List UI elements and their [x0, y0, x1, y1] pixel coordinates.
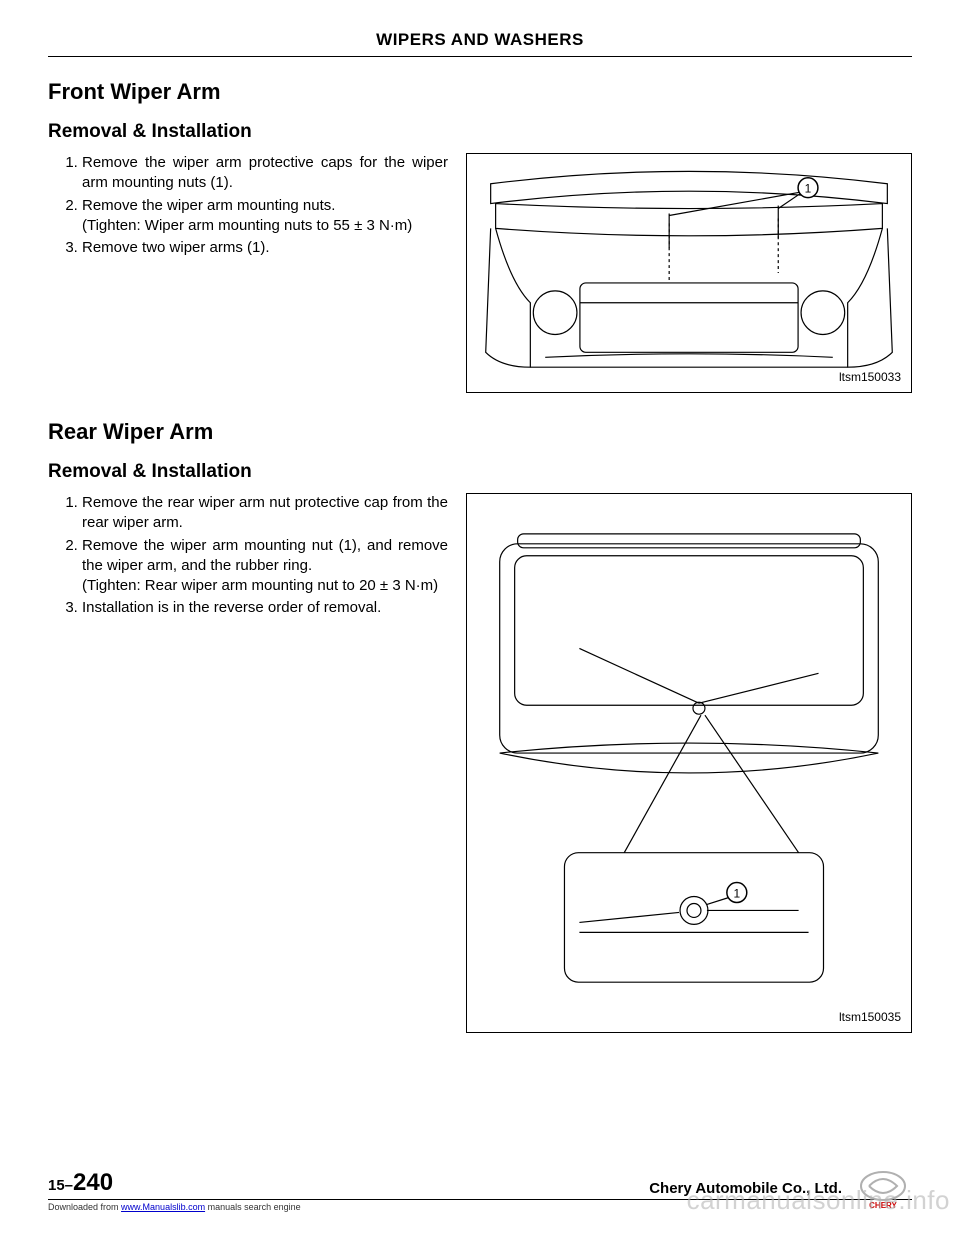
header-rule [48, 56, 912, 57]
figure-label: ltsm150035 [839, 1010, 901, 1024]
list-item: Remove the wiper arm mounting nut (1), a… [82, 536, 448, 597]
figure-engine-bay: 1 ltsm150033 [466, 153, 912, 393]
section2-title: Rear Wiper Arm [48, 419, 912, 445]
list-item: Remove two wiper arms (1). [82, 238, 448, 258]
section2-sub: Removal & Installation [48, 461, 912, 483]
section1-title: Front Wiper Arm [48, 79, 912, 105]
callout-1: 1 [734, 887, 741, 901]
list-item: Remove the wiper arm protective caps for… [82, 153, 448, 194]
section1-sub: Removal & Installation [48, 121, 912, 143]
page-number: 15–240 [48, 1169, 113, 1197]
list-item: Installation is in the reverse order of … [82, 598, 448, 618]
header-title: WIPERS AND WASHERS [48, 30, 912, 56]
figure-rear-wiper: 1 ltsm150035 [466, 493, 912, 1033]
list-item: Remove the wiper arm mounting nuts. (Tig… [82, 196, 448, 237]
manualslib-link[interactable]: www.Manualslib.com [121, 1202, 205, 1212]
watermark: carmanualsonline.info [687, 1185, 950, 1216]
section1-steps: Remove the wiper arm protective caps for… [48, 153, 448, 393]
list-item: Remove the rear wiper arm nut protective… [82, 493, 448, 534]
section2-steps: Remove the rear wiper arm nut protective… [48, 493, 448, 1033]
figure-label: ltsm150033 [839, 370, 901, 384]
callout-1: 1 [805, 182, 812, 196]
